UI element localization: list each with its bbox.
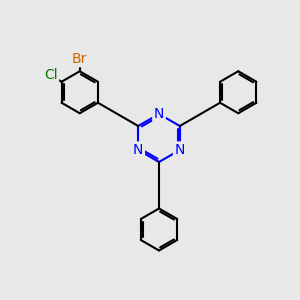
Text: N: N [154,107,164,121]
Text: Br: Br [72,52,87,66]
Text: Cl: Cl [44,68,58,83]
Text: N: N [175,143,185,157]
Text: N: N [133,143,143,157]
